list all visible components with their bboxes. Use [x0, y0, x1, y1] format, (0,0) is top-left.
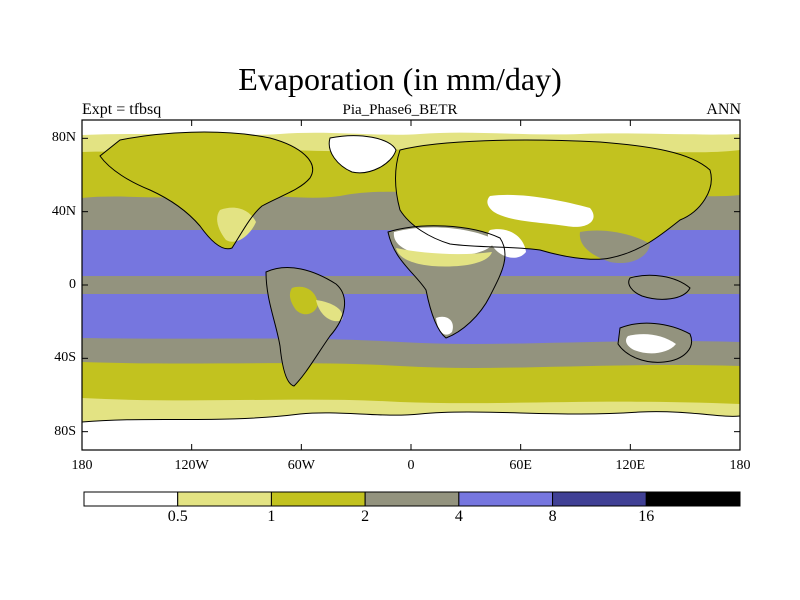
colorbar-level-label: 1: [267, 508, 276, 525]
colorbar-level-label: 16: [638, 508, 655, 525]
landmass-north-america: [100, 132, 313, 249]
landmass-kalahari: [436, 316, 453, 335]
band-antarctica: [82, 411, 740, 450]
contour-fill: [82, 120, 740, 450]
map-subtitle: Pia_Phase6_BETR: [342, 102, 458, 118]
colorbar-level-label: 4: [454, 508, 463, 525]
colorbar: [83, 491, 741, 507]
season-label: ANN: [706, 101, 741, 118]
tick-marks: [81, 120, 741, 450]
lon-tick-label: 60W: [287, 458, 315, 473]
lon-tick-label: 120W: [174, 458, 209, 473]
colorbar-swatch: [83, 491, 179, 507]
lat-tick-label: 40S: [54, 350, 76, 366]
experiment-label: Expt = tfbsq: [82, 101, 162, 118]
lon-tick-label: 180: [729, 458, 751, 473]
landmass-south-america: [266, 267, 345, 386]
lon-tick-label: 0: [407, 458, 415, 473]
landmass-arabia: [487, 229, 526, 258]
lat-tick-label: 80S: [54, 423, 76, 439]
landmass-maritime-continent: [628, 275, 690, 300]
landmass-australia-desert: [626, 334, 676, 354]
colorbar-swatch: [364, 491, 460, 507]
colorbar-swatch: [552, 491, 647, 507]
lat-tick-label: 0: [69, 277, 76, 292]
landmass-central-asia-desert: [487, 194, 594, 227]
coastlines: [82, 131, 740, 423]
colorbar-swatch: [458, 491, 554, 507]
lon-tick-label: 120E: [615, 458, 646, 473]
landmass-greenland: [329, 135, 396, 173]
colorbar-swatch: [645, 491, 741, 507]
band-arctic-ice: [82, 120, 740, 135]
colorbar-swatch: [270, 491, 366, 507]
lon-tick-label: 180: [71, 458, 93, 473]
page-title: Evaporation (in mm/day): [238, 61, 562, 97]
colorbar-level-label: 2: [361, 508, 370, 525]
landmass-us-southwest: [217, 207, 256, 242]
band-equator: [82, 276, 740, 294]
colorbar-level-label: 0.5: [167, 508, 188, 525]
landmass-sahel: [396, 248, 492, 267]
lon-tick-label: 60E: [509, 458, 532, 473]
colorbar-level-label: 8: [548, 508, 557, 525]
landmass-brazil-east: [316, 300, 343, 322]
landmass-south-asia: [579, 230, 650, 264]
landmass-amazon: [289, 286, 318, 315]
lat-tick-label: 80N: [51, 130, 76, 146]
colorbar-swatch: [177, 491, 272, 507]
lat-tick-label: 40N: [51, 203, 76, 219]
